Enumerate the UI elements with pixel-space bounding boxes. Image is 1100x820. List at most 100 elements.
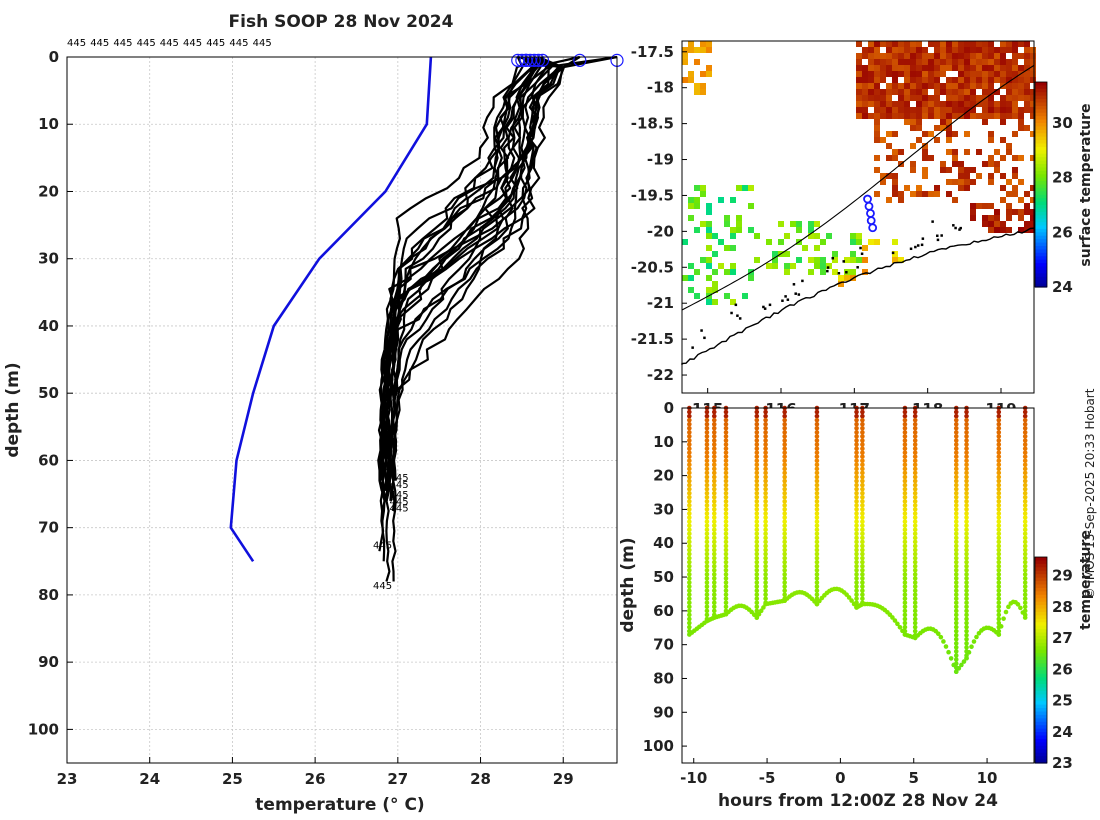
cast-point <box>763 450 768 455</box>
sst-cell <box>940 161 946 167</box>
cast-point <box>854 499 859 504</box>
sst-cell <box>964 149 970 155</box>
sst-cell <box>1012 89 1018 95</box>
cast-point <box>912 592 918 597</box>
cast-point <box>1022 450 1028 455</box>
cast-point <box>687 519 692 524</box>
cast-point <box>687 482 692 488</box>
cast-point <box>782 478 787 484</box>
cast-point <box>763 503 768 508</box>
cast-point <box>912 458 918 464</box>
cast-point <box>996 584 1002 589</box>
island-dot <box>916 244 920 247</box>
sst-cell <box>898 65 904 71</box>
sst-cell <box>940 41 946 47</box>
cast-point <box>1022 446 1028 451</box>
cast-point <box>996 507 1002 512</box>
cast-point <box>704 490 710 496</box>
sst-cell <box>778 221 784 227</box>
sst-cell <box>970 203 976 209</box>
sst-cell <box>886 89 892 95</box>
map-lat-tick-label: -22 <box>647 366 674 384</box>
profile-top-label: 445 <box>183 38 202 49</box>
sst-cell <box>994 59 1000 65</box>
sst-cell <box>874 113 880 119</box>
cast-point <box>912 486 918 492</box>
cast-point <box>860 490 865 496</box>
sst-cell <box>1018 179 1024 185</box>
sst-cell <box>712 233 718 239</box>
cast-point <box>996 543 1002 549</box>
sst-cell <box>952 107 958 113</box>
sst-cell <box>1000 185 1006 191</box>
sst-cell <box>958 107 964 113</box>
sst-cell <box>1030 221 1036 227</box>
sst-cell <box>934 77 940 83</box>
sst-cell <box>988 107 994 113</box>
cast-point <box>782 499 787 504</box>
sst-colorbar-segment <box>1035 160 1047 165</box>
sst-cell <box>946 41 952 47</box>
sst-cell <box>706 245 712 251</box>
cast-point <box>953 531 959 537</box>
cast-point <box>854 539 859 545</box>
temp-colorbar-segment <box>1035 635 1047 640</box>
cast-point <box>723 555 729 561</box>
cast-point <box>1022 572 1028 577</box>
cast-point <box>902 486 908 492</box>
cast-point <box>711 507 717 512</box>
cast-point <box>723 490 729 496</box>
sst-cell <box>928 77 934 83</box>
cast-point <box>687 572 692 577</box>
sst-cell <box>910 191 916 197</box>
cast-point <box>723 543 729 549</box>
cast-point <box>902 458 908 464</box>
sst-cell <box>970 41 976 47</box>
cast-point <box>814 555 820 561</box>
dt-y-tick-label: 10 <box>653 433 674 451</box>
sst-cell <box>916 47 922 53</box>
sst-cell <box>922 107 928 113</box>
cast-point <box>964 641 969 646</box>
cast-point <box>912 600 918 606</box>
profile-y-tick-label: 40 <box>38 317 59 335</box>
sst-cell <box>946 95 952 101</box>
cast-point <box>860 425 865 431</box>
cast-point <box>723 417 729 423</box>
cast-point <box>1022 543 1028 549</box>
profile-top-label: 445 <box>253 38 272 49</box>
island-dot <box>736 314 739 317</box>
sst-cell <box>892 77 898 83</box>
cast-point <box>964 438 969 443</box>
sst-cell <box>1024 83 1030 89</box>
island-dot <box>703 336 706 340</box>
sst-cell <box>928 71 934 77</box>
profile-x-tick-label: 29 <box>553 770 574 788</box>
sst-cell <box>856 113 862 119</box>
sst-cell <box>970 71 976 77</box>
sst-cell <box>880 107 886 113</box>
sst-cell <box>922 77 928 83</box>
cast-point <box>854 555 859 561</box>
cast-point <box>964 604 969 610</box>
sst-cell <box>910 83 916 89</box>
sst-cell <box>916 89 922 95</box>
cast-point <box>814 535 820 541</box>
sst-cell <box>856 233 862 239</box>
sst-cell <box>1000 101 1006 107</box>
cast-point <box>996 616 1002 622</box>
cast-point <box>814 531 820 537</box>
sst-cell <box>934 59 940 65</box>
cast-point <box>996 490 1002 496</box>
temp-colorbar-segment <box>1035 577 1047 582</box>
sst-cell <box>808 221 814 227</box>
sst-cell <box>868 65 874 71</box>
cast-point <box>854 442 859 447</box>
sst-cell <box>928 59 934 65</box>
cast-point <box>687 450 692 455</box>
cast-point <box>953 657 959 662</box>
sst-cell <box>988 227 994 233</box>
cast-point <box>996 519 1002 524</box>
cast-point <box>814 478 820 484</box>
